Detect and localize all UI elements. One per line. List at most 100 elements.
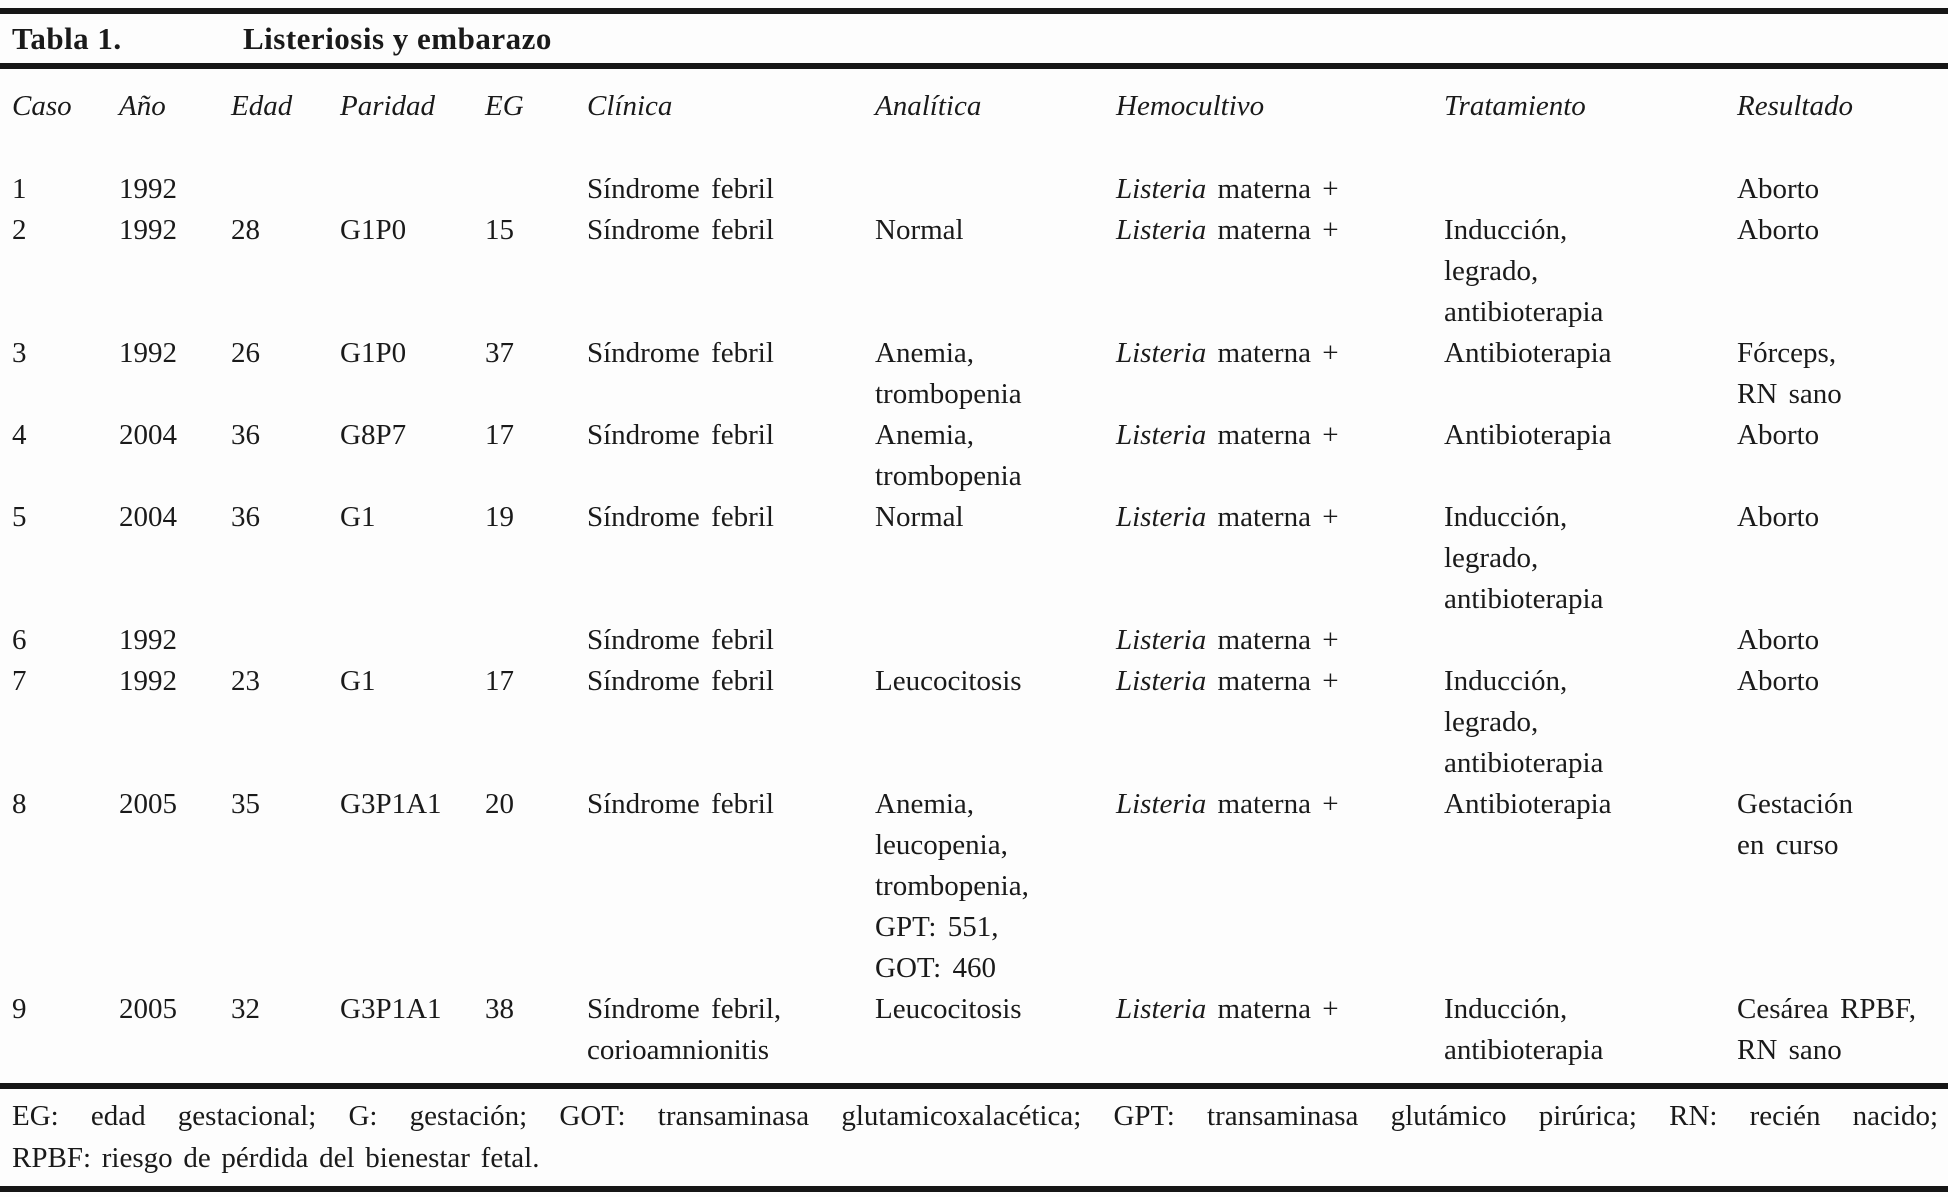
cell-paridad: G3P1A1 [340, 993, 442, 1025]
table-row: 3 1992 26 G1P0 37 Síndrome febril Anemia, tromb… [12, 333, 1948, 415]
cell-hemocultivo: Listeria materna + [1116, 993, 1339, 1025]
table-body: 1 1992 Síndrome febril Listeria materna + Ab… [12, 169, 1948, 1083]
cell-caso: 7 [12, 665, 27, 697]
cell-eg [485, 169, 587, 210]
table-row: 1 1992 Síndrome febril Listeria materna + Ab… [12, 169, 1948, 210]
cell-resultado: Fórceps, RN sano [1737, 337, 1842, 410]
cell-ano: 1992 [119, 337, 177, 369]
cell-eg: 20 [485, 788, 514, 820]
cell-hemocultivo: Listeria materna + [1116, 624, 1339, 656]
cell-edad [231, 620, 340, 661]
cell-edad [231, 169, 340, 210]
genus-name-italic: Listeria [1116, 788, 1207, 820]
cell-ano: 1992 [119, 173, 177, 205]
cell-hemocultivo: Listeria materna + [1116, 665, 1339, 697]
cell-caso: 2 [12, 214, 27, 246]
cell-edad: 36 [231, 419, 260, 451]
cell-clinica: Síndrome febril [587, 788, 774, 820]
cell-resultado: Aborto [1737, 501, 1820, 533]
column-header-tratamiento: Tratamiento [1444, 90, 1586, 122]
cell-ano: 1992 [119, 665, 177, 697]
cell-edad: 26 [231, 337, 260, 369]
cell-resultado: Aborto [1737, 419, 1820, 451]
genus-name-italic: Listeria [1116, 173, 1207, 205]
cell-tratamiento: Antibioterapia [1444, 419, 1612, 451]
cell-resultado: Aborto [1737, 214, 1820, 246]
column-header-clinica: Clínica [587, 90, 673, 122]
table-row: 2 1992 28 G1P0 15 Síndrome febril Normal Lister… [12, 210, 1948, 333]
cell-edad: 23 [231, 665, 260, 697]
cell-caso: 1 [12, 173, 27, 205]
horizontal-rule-above-footnote [0, 1083, 1948, 1089]
cell-eg: 38 [485, 993, 514, 1025]
cell-paridad: G1 [340, 665, 376, 697]
cell-eg [485, 620, 587, 661]
footnote-line-2: RPBF: riesgo de pérdida del bienestar fe… [12, 1141, 540, 1174]
table-row: 9 2005 32 G3P1A1 38 Síndrome febril, corioamni… [12, 989, 1948, 1083]
cell-analitica [875, 620, 1116, 661]
cell-edad: 36 [231, 501, 260, 533]
cell-paridad: G1 [340, 501, 376, 533]
cell-analitica: Normal [875, 501, 964, 533]
column-header-paridad: Paridad [340, 90, 436, 122]
horizontal-rule-top [0, 8, 1948, 14]
cases-table: Caso Año Edad Paridad EG Clínica Analíti… [12, 69, 1948, 1083]
cell-tratamiento: Inducción, legrado, antibioterapia [1444, 214, 1604, 328]
cell-eg: 17 [485, 419, 514, 451]
cell-eg: 17 [485, 665, 514, 697]
cell-hemocultivo: Listeria materna + [1116, 501, 1339, 533]
cell-tratamiento: Inducción, legrado, antibioterapia [1444, 501, 1604, 615]
table-row: 4 2004 36 G8P7 17 Síndrome febril Anemia, tromb… [12, 415, 1948, 497]
cell-edad: 32 [231, 993, 260, 1025]
cell-resultado: Cesárea RPBF, RN sano [1737, 993, 1916, 1066]
cell-clinica: Síndrome febril [587, 419, 774, 451]
cell-ano: 1992 [119, 214, 177, 246]
header-row: Caso Año Edad Paridad EG Clínica Analíti… [12, 69, 1948, 169]
cell-resultado: Aborto [1737, 173, 1820, 205]
cell-caso: 5 [12, 501, 27, 533]
genus-name-italic: Listeria [1116, 501, 1207, 533]
table-row: 8 2005 35 G3P1A1 20 Síndrome febril Anemia, leu… [12, 784, 1948, 989]
table-title-bar: Tabla 1. Listeriosis y embarazo [0, 14, 1948, 63]
cell-ano: 2004 [119, 501, 177, 533]
cell-tratamiento: Antibioterapia [1444, 337, 1612, 369]
cell-eg: 37 [485, 337, 514, 369]
genus-name-italic: Listeria [1116, 624, 1207, 656]
table-title: Listeriosis y embarazo [243, 21, 552, 56]
column-header-caso: Caso [12, 90, 72, 122]
cell-paridad: G8P7 [340, 419, 407, 451]
cell-caso: 8 [12, 788, 27, 820]
cell-analitica: Anemia, trombopenia [875, 337, 1022, 410]
cell-clinica: Síndrome febril [587, 665, 774, 697]
genus-name-italic: Listeria [1116, 665, 1207, 697]
cell-ano: 1992 [119, 624, 177, 656]
cell-hemocultivo: Listeria materna + [1116, 788, 1339, 820]
cell-hemocultivo: Listeria materna + [1116, 214, 1339, 246]
cell-paridad [340, 169, 485, 210]
cell-clinica: Síndrome febril, corioamnionitis [587, 993, 782, 1066]
column-header-hemocultivo: Hemocultivo [1116, 90, 1265, 122]
cell-hemocultivo: Listeria materna + [1116, 173, 1339, 205]
cell-eg: 19 [485, 501, 514, 533]
cell-analitica: Anemia, leucopenia, trombopenia, GPT: 551, G… [875, 788, 1029, 984]
cell-ano: 2005 [119, 788, 177, 820]
cell-hemocultivo: Listeria materna + [1116, 419, 1339, 451]
cell-ano: 2005 [119, 993, 177, 1025]
cell-caso: 6 [12, 624, 27, 656]
horizontal-rule-under-title [0, 63, 1948, 69]
cell-resultado: Aborto [1737, 624, 1820, 656]
cell-caso: 4 [12, 419, 27, 451]
cell-caso: 3 [12, 337, 27, 369]
cell-analitica: Leucocitosis [875, 993, 1022, 1025]
table-row: 5 2004 36 G1 19 Síndrome febril Normal Listeria… [12, 497, 1948, 620]
column-header-edad: Edad [231, 90, 293, 122]
cell-tratamiento [1444, 169, 1737, 210]
cell-eg: 15 [485, 214, 514, 246]
table-header: Caso Año Edad Paridad EG Clínica Analíti… [12, 69, 1948, 169]
cell-paridad: G1P0 [340, 337, 407, 369]
cell-tratamiento: Inducción, antibioterapia [1444, 993, 1604, 1066]
cell-caso: 9 [12, 993, 27, 1025]
table-number-label: Tabla 1. [12, 21, 122, 56]
cell-edad: 28 [231, 214, 260, 246]
